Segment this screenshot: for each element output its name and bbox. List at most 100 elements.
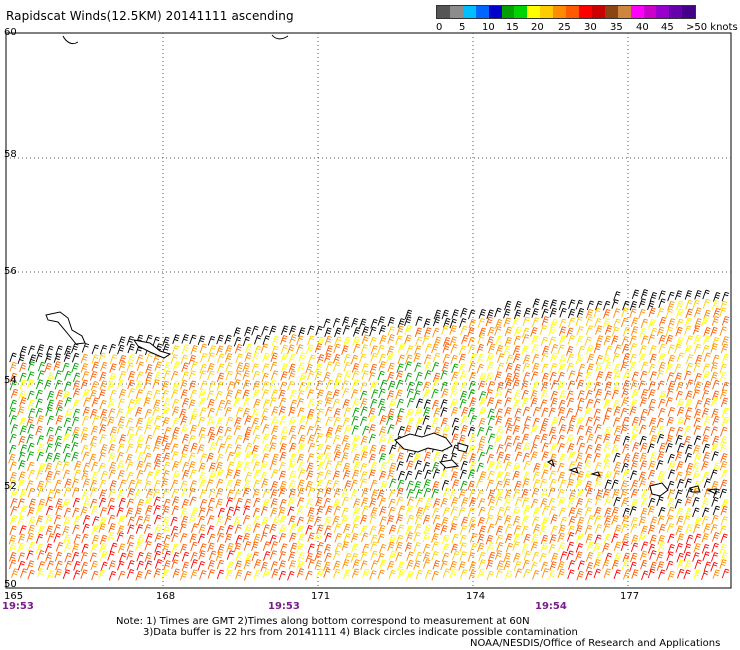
wind-barb	[180, 389, 188, 399]
wind-barb	[512, 489, 521, 499]
wind-barb	[611, 533, 619, 544]
wind-barb	[63, 507, 72, 518]
wind-barb	[386, 353, 394, 363]
wind-barb	[224, 435, 232, 445]
wind-barb	[451, 309, 459, 319]
wind-barb	[244, 326, 252, 337]
wind-barb	[252, 488, 260, 499]
wind-barb	[440, 560, 448, 571]
wind-barb	[613, 569, 621, 579]
wind-barb	[567, 451, 576, 461]
wind-barb	[575, 299, 583, 310]
wind-barb	[225, 389, 233, 400]
wind-barb	[674, 363, 682, 374]
lat-label-56: 56	[4, 266, 17, 277]
wind-barb	[414, 523, 422, 534]
wind-barb	[270, 361, 278, 372]
wind-barb	[504, 533, 513, 544]
wind-barb	[649, 434, 657, 445]
wind-barb	[99, 416, 108, 427]
wind-barb	[188, 380, 197, 391]
wind-barb	[522, 372, 531, 382]
wind-barb	[512, 399, 521, 410]
wind-barb	[27, 469, 36, 480]
wind-barb	[260, 561, 268, 572]
wind-barb	[333, 523, 341, 533]
wind-barb	[395, 415, 403, 426]
wind-barb	[675, 543, 683, 553]
wind-barb	[80, 561, 89, 572]
wind-barb	[719, 544, 727, 554]
legend-swatch-8	[540, 6, 554, 18]
wind-barb	[108, 461, 117, 472]
wind-barb	[476, 443, 485, 454]
wind-barb	[594, 424, 602, 434]
wind-barb	[28, 408, 36, 418]
wind-barb	[692, 523, 701, 534]
wind-barb	[530, 389, 538, 400]
wind-barb	[629, 406, 637, 416]
wind-barb	[441, 516, 449, 527]
wind-barb	[458, 489, 466, 499]
wind-barb	[641, 570, 649, 581]
wind-barb	[252, 380, 261, 391]
legend-swatch-11	[578, 6, 592, 18]
wind-barb	[334, 425, 343, 435]
wind-barb	[217, 399, 226, 410]
wind-barb	[10, 388, 19, 399]
wind-barb	[467, 389, 476, 399]
wind-barb	[163, 361, 171, 372]
wind-barb	[225, 443, 233, 454]
wind-barb	[288, 353, 296, 364]
wind-barb	[539, 552, 547, 563]
wind-barb	[189, 480, 197, 490]
wind-barb	[541, 442, 549, 453]
wind-barb	[197, 444, 205, 454]
wind-barb	[576, 435, 584, 446]
wind-barb	[171, 496, 180, 506]
wind-barb	[198, 550, 206, 560]
wind-barb	[8, 407, 17, 418]
island-east	[649, 482, 669, 497]
wind-barb	[71, 451, 79, 462]
wind-barb	[369, 398, 378, 409]
wind-barb	[449, 388, 458, 398]
wind-barb	[99, 507, 107, 517]
wind-barb	[541, 469, 549, 479]
wind-barb	[207, 363, 215, 373]
wind-barb	[279, 451, 287, 462]
wind-barb	[397, 568, 405, 579]
wind-barb	[225, 524, 234, 535]
wind-barb	[72, 426, 80, 437]
wind-barb	[584, 470, 592, 481]
wind-barb	[378, 325, 387, 335]
wind-barb	[207, 398, 215, 409]
wind-barb	[332, 434, 341, 445]
wind-barb	[611, 559, 620, 570]
wind-barb	[485, 426, 493, 436]
wind-barb	[604, 470, 612, 481]
wind-barb	[604, 479, 612, 490]
wind-barb	[233, 379, 241, 389]
wind-barb	[621, 515, 630, 525]
wind-barb	[172, 417, 180, 428]
wind-barb	[181, 433, 190, 444]
wind-barb	[280, 352, 288, 363]
wind-barb	[658, 343, 666, 354]
wind-barb	[108, 443, 116, 454]
wind-barb	[333, 444, 342, 454]
wind-barb	[98, 452, 106, 462]
wind-barb	[242, 407, 250, 418]
wind-barb	[197, 335, 206, 346]
wind-barb	[154, 361, 162, 371]
wind-barb	[621, 416, 630, 427]
wind-barb	[35, 352, 43, 363]
wind-barb	[117, 515, 126, 525]
wind-barb	[702, 451, 711, 462]
wind-barb	[117, 443, 125, 453]
wind-barb	[496, 560, 504, 570]
wind-barb	[378, 434, 387, 444]
wind-barb	[548, 326, 556, 336]
wind-barb	[639, 435, 647, 446]
wind-barb	[505, 354, 514, 365]
